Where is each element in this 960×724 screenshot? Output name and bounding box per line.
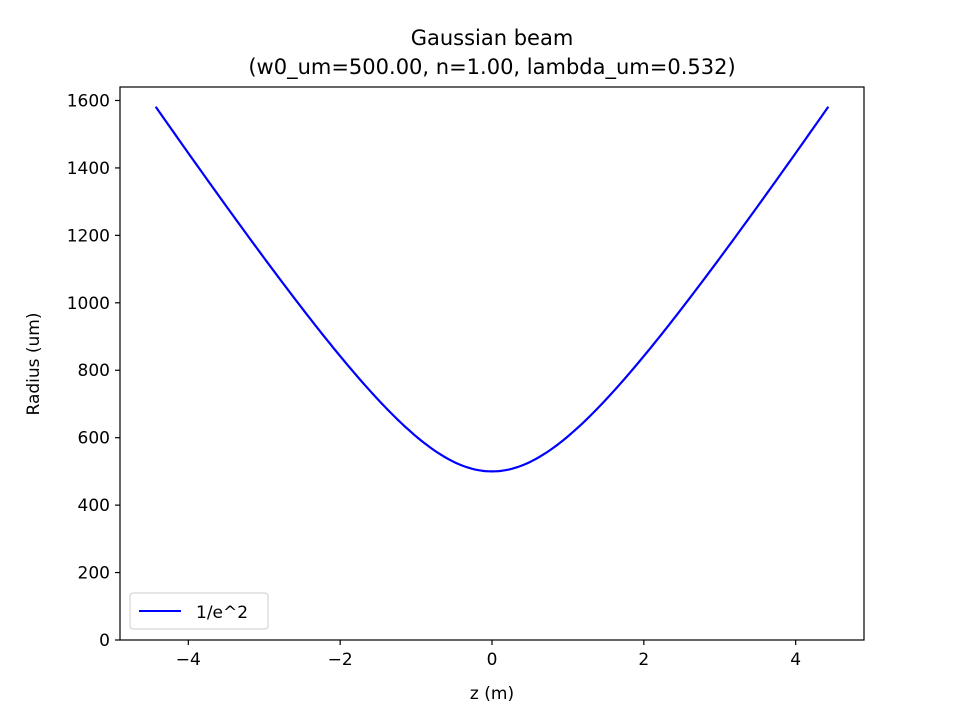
- y-tick-label: 1000: [67, 294, 110, 314]
- axes: −4 −2 0 2 4 0 200 400 600 800 1000 1200 1400 1600: [67, 91, 801, 670]
- legend-label: 1/e^2: [196, 603, 248, 623]
- y-tick-label: 0: [99, 631, 110, 651]
- y-tick-label: 400: [78, 496, 110, 516]
- y-tick-label: 1200: [67, 226, 110, 246]
- y-tick-label: 1400: [67, 159, 110, 179]
- y-tick-label: 800: [78, 361, 110, 381]
- legend-box: [129, 592, 269, 630]
- legend: 1/e^2: [129, 592, 269, 630]
- plot-area: [154, 106, 830, 473]
- y-tick-label: 600: [78, 429, 110, 449]
- y-axis-label: Radius (um): [24, 312, 44, 415]
- chart-subtitle: (w0_um=500.00, n=1.00, lambda_um=0.532): [248, 55, 735, 80]
- x-axis-label: z (m): [470, 684, 514, 704]
- x-tick-label: −4: [176, 650, 201, 670]
- x-tick-label: 0: [487, 650, 498, 670]
- y-tick-label: 200: [78, 564, 110, 584]
- x-tick-label: 2: [638, 650, 649, 670]
- series-line-0: [154, 106, 830, 473]
- chart-title: Gaussian beam: [411, 26, 574, 50]
- x-tick-label: −2: [328, 650, 353, 670]
- x-tick-label: 4: [790, 650, 801, 670]
- y-tick-label: 1600: [67, 91, 110, 111]
- axes-frame: [119, 86, 865, 641]
